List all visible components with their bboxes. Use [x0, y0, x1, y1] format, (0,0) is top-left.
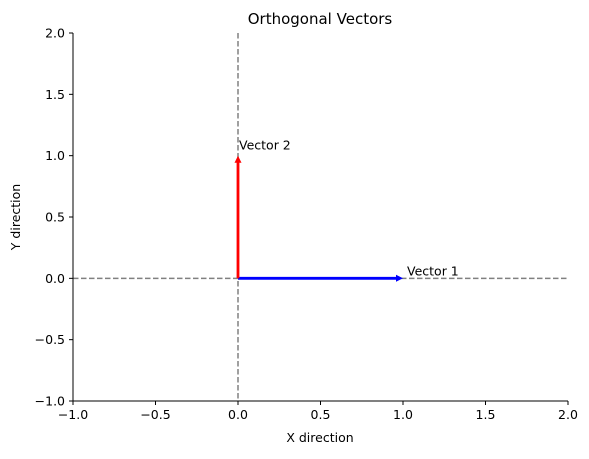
x-tick-label: 0.5 — [311, 407, 331, 422]
x-tick-label: 2.0 — [558, 407, 578, 422]
vectors: Vector 1 Vector 2 — [234, 138, 459, 282]
y-tick-label: 2.0 — [45, 26, 65, 41]
y-tick-label: 1.5 — [45, 87, 65, 102]
y-tick-label: 0.0 — [45, 271, 65, 286]
vector-arrow: Vector 1 — [238, 263, 459, 282]
vector-label: Vector 1 — [407, 263, 459, 278]
vector-arrow-shape — [234, 155, 242, 279]
y-axis-title: Y direction — [8, 184, 23, 251]
vector-arrow-shape — [238, 274, 403, 282]
x-tick-label: 1.0 — [393, 407, 413, 422]
y-tick-label: −0.5 — [35, 332, 65, 347]
x-tick-label: −1.0 — [58, 407, 88, 422]
y-tick-label: −1.0 — [35, 394, 65, 409]
x-tick-label: −0.5 — [140, 407, 170, 422]
chart-title: Orthogonal Vectors — [248, 10, 393, 28]
x-axis-title: X direction — [286, 430, 353, 445]
y-axis-ticks: −1.0 −0.5 0.0 0.5 1.0 1.5 2.0 — [35, 26, 73, 409]
x-axis-ticks: −1.0 −0.5 0.0 0.5 1.0 1.5 2.0 — [58, 401, 578, 422]
y-tick-label: 0.5 — [45, 210, 65, 225]
x-tick-label: 1.5 — [476, 407, 496, 422]
y-tick-label: 1.0 — [45, 148, 65, 163]
reference-lines — [73, 33, 568, 401]
vector-arrow: Vector 2 — [234, 138, 291, 279]
x-tick-label: 0.0 — [228, 407, 248, 422]
vector-label: Vector 2 — [239, 138, 291, 153]
